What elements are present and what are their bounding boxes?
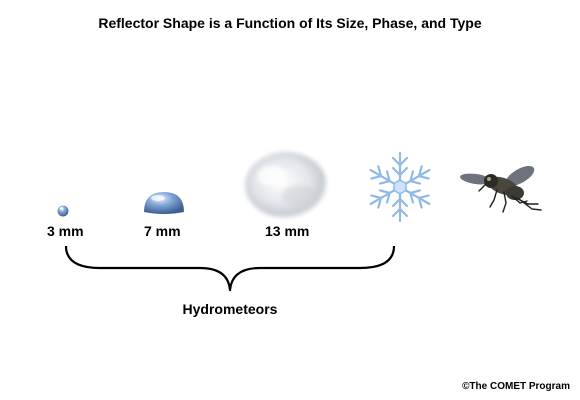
size-label-3mm: 3 mm	[47, 223, 84, 239]
hailstone-icon	[245, 152, 327, 218]
small-raindrop-icon	[57, 205, 69, 217]
copyright-credit: ©The COMET Program	[462, 381, 570, 392]
hydrometeors-label: Hydrometeors	[182, 301, 278, 317]
snowflake-icon	[365, 151, 435, 223]
insect-icon	[460, 165, 542, 213]
hydrometeors-brace	[64, 245, 396, 292]
size-label-13mm: 13 mm	[265, 223, 310, 239]
diagram-title: Reflector Shape is a Function of Its Siz…	[98, 15, 482, 31]
large-raindrop-icon	[144, 192, 184, 214]
size-label-7mm: 7 mm	[144, 223, 181, 239]
